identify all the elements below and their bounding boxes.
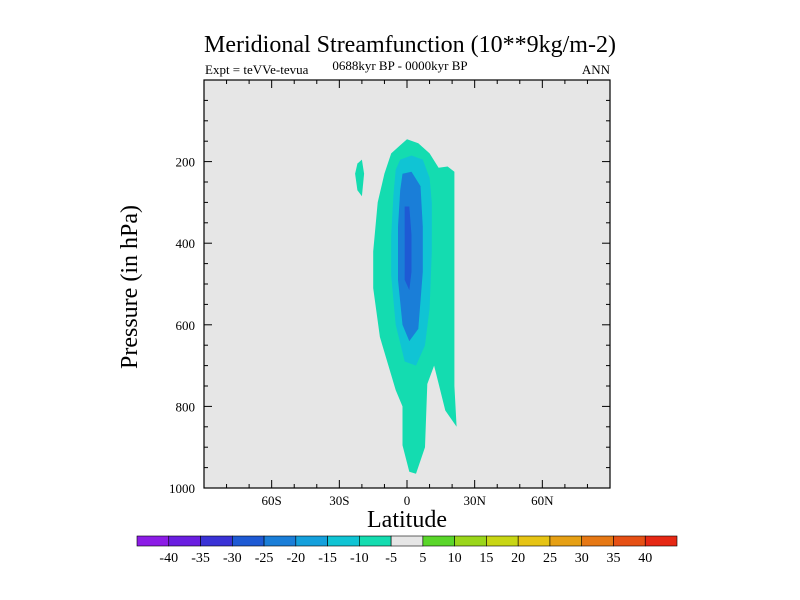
colorbar-box bbox=[390, 535, 424, 547]
colorbar-box bbox=[200, 535, 233, 547]
x-tick-label: 60N bbox=[531, 493, 554, 508]
colorbar-label: 15 bbox=[479, 551, 493, 566]
colorbar-box bbox=[549, 535, 583, 547]
colorbar-box bbox=[295, 535, 328, 547]
colorbar-box bbox=[327, 535, 360, 547]
y-axis-label: Pressure (in hPa) bbox=[117, 205, 143, 369]
colorbar-box bbox=[486, 535, 519, 547]
contour-region-4 bbox=[404, 206, 412, 291]
x-tick-label: 0 bbox=[404, 493, 411, 508]
y-axis-ticks: 200 400 600 800 1000 bbox=[169, 79, 610, 496]
x-tick-label: 60S bbox=[262, 493, 282, 508]
colorbar-label: -25 bbox=[255, 551, 274, 566]
colorbar-label: -20 bbox=[286, 551, 305, 566]
x-tick-label: 30N bbox=[463, 493, 486, 508]
contour-regions bbox=[355, 139, 457, 474]
colorbar-label: 20 bbox=[511, 551, 525, 566]
colorbar-label: 10 bbox=[448, 551, 462, 566]
colorbar-box bbox=[359, 535, 392, 547]
colorbar-box bbox=[454, 535, 487, 547]
colorbar-label: 30 bbox=[575, 551, 589, 566]
x-axis-label: Latitude bbox=[367, 507, 447, 533]
x-axis-ticks: 60S 30S 0 30N 60N bbox=[203, 80, 611, 508]
colorbar-box bbox=[136, 535, 170, 547]
colorbar-label: -5 bbox=[385, 551, 397, 566]
colorbar-label: -10 bbox=[350, 551, 369, 566]
season-label: ANN bbox=[582, 62, 611, 77]
colorbar-label: 35 bbox=[606, 551, 620, 566]
plot-area: 60S 30S 0 30N 60N 200 400 600 800 1000 bbox=[169, 79, 611, 508]
contour-region-0 bbox=[355, 159, 365, 197]
colorbar-label: 40 bbox=[638, 551, 652, 566]
colorbar-box bbox=[644, 535, 678, 547]
colorbar-label: -15 bbox=[318, 551, 337, 566]
colorbar-label: -35 bbox=[191, 551, 210, 566]
colorbar-box bbox=[263, 535, 297, 547]
colorbar-box bbox=[168, 535, 201, 547]
y-tick-label: 600 bbox=[176, 318, 196, 333]
colorbar-box bbox=[231, 535, 265, 547]
experiment-label: Expt = teVVe-tevua bbox=[205, 62, 309, 77]
chart-title: Meridional Streamfunction (10**9kg/m-2) bbox=[204, 32, 616, 58]
x-tick-label: 30S bbox=[329, 493, 349, 508]
colorbar-box bbox=[517, 535, 551, 547]
y-tick-label: 400 bbox=[176, 236, 196, 251]
chart-subtitle: 0688kyr BP - 0000kyr BP bbox=[332, 58, 467, 73]
y-tick-label: 1000 bbox=[169, 481, 195, 496]
colorbar-box bbox=[422, 535, 455, 547]
y-tick-label: 200 bbox=[176, 155, 196, 170]
y-tick-label: 800 bbox=[176, 399, 196, 414]
colorbar-label: 5 bbox=[419, 551, 426, 566]
colorbar-label: -40 bbox=[159, 551, 178, 566]
colorbar-box bbox=[613, 535, 646, 547]
colorbar-label: 25 bbox=[543, 551, 557, 566]
colorbar-box bbox=[581, 535, 614, 547]
colorbar-label: -30 bbox=[223, 551, 242, 566]
colorbar: -40 -35 -30 -25 -20 -15 -10 -5 5 10 15 20 25 30 35 40 bbox=[136, 535, 678, 566]
